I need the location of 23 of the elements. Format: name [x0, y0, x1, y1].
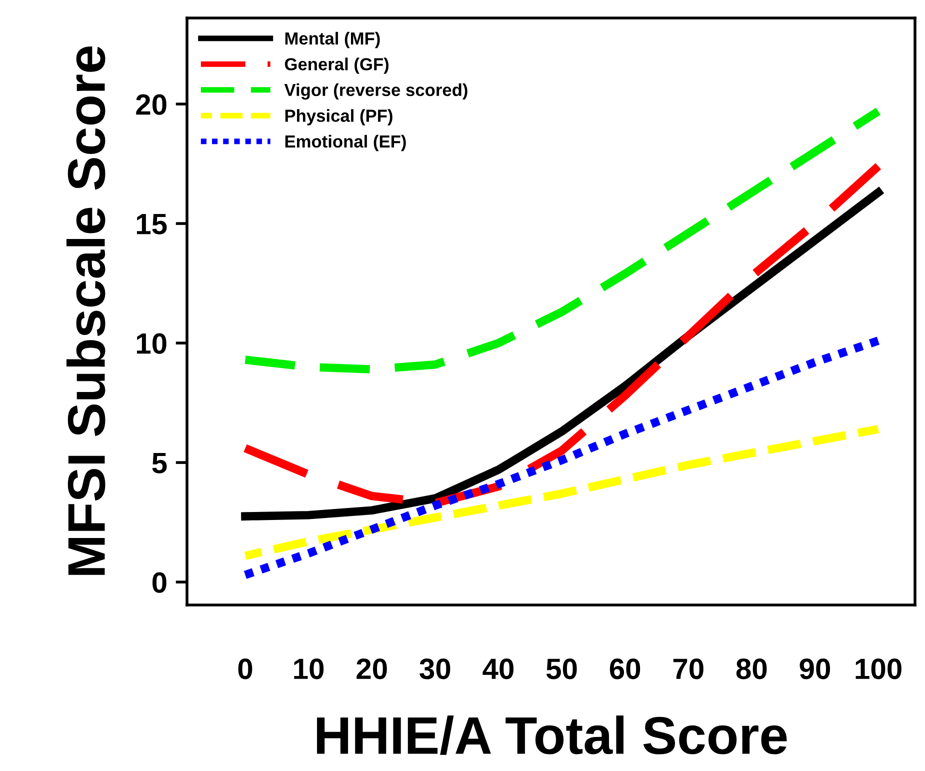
legend-label: Mental (MF): [285, 32, 380, 48]
x-tick-label: 30: [420, 658, 450, 680]
y-tick-label: 0: [152, 572, 166, 593]
x-tick-label: 80: [736, 658, 767, 680]
legend-label: Physical (PF): [285, 109, 392, 126]
x-tick-label: 0: [238, 658, 252, 680]
x-tick-label: 70: [673, 658, 704, 680]
legend-label: Emotional (EF): [285, 134, 406, 152]
y-tick-label: 10: [136, 333, 166, 354]
x-tick-label: 20: [356, 658, 387, 680]
x-axis-title: HHIE/A Total Score: [316, 716, 787, 755]
y-tick-label: 15: [136, 214, 167, 234]
x-tick-label: 100: [856, 658, 902, 680]
y-tick-label: 5: [152, 453, 167, 474]
x-tick-label: 10: [294, 658, 324, 680]
x-tick-label: 90: [800, 658, 830, 680]
legend-label: Vigor (reverse scored): [284, 83, 468, 100]
legend-label: General (GF): [284, 58, 389, 74]
y-axis-title: MFSI Subscale Score: [66, 46, 106, 575]
x-tick-label: 60: [610, 658, 640, 680]
x-tick-label: 40: [482, 658, 514, 680]
y-tick-label: 20: [136, 94, 166, 115]
x-tick-label: 50: [546, 658, 577, 680]
